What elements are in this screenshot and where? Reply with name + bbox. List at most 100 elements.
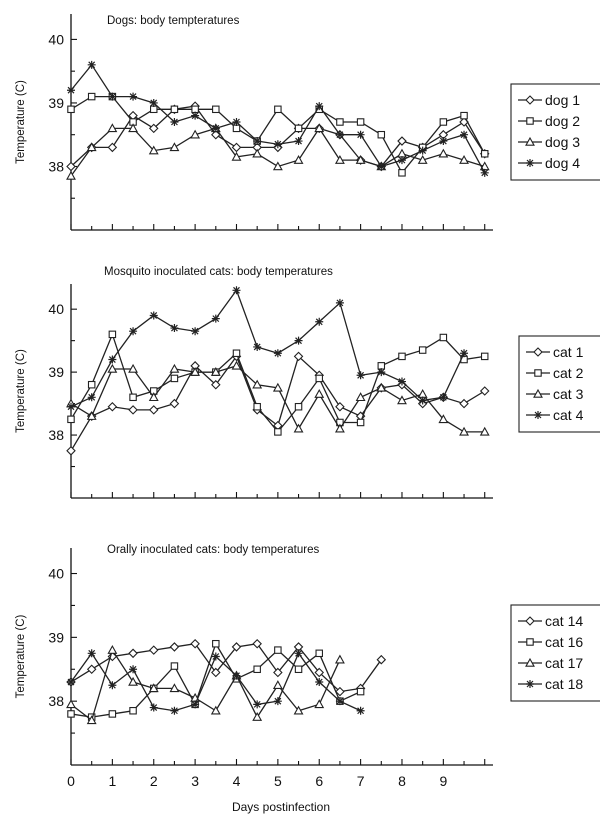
data-point bbox=[86, 411, 97, 420]
data-point bbox=[439, 393, 448, 402]
data-point bbox=[211, 314, 220, 323]
data-point bbox=[108, 355, 117, 364]
y-tick-label: 39 bbox=[48, 364, 64, 380]
data-point bbox=[148, 683, 159, 693]
data-point bbox=[460, 111, 468, 120]
x-tick-label: 1 bbox=[108, 773, 116, 789]
data-point bbox=[169, 642, 180, 652]
data-point bbox=[315, 678, 324, 687]
data-point bbox=[273, 349, 282, 358]
legend-label: cat 16 bbox=[545, 634, 583, 650]
data-point bbox=[66, 161, 76, 172]
legend-label: cat 18 bbox=[545, 676, 583, 692]
data-point bbox=[252, 148, 263, 158]
data-point bbox=[293, 351, 304, 362]
data-point bbox=[148, 145, 159, 155]
data-point bbox=[212, 639, 220, 648]
data-point bbox=[294, 402, 303, 411]
data-point bbox=[273, 140, 282, 149]
y-tick-label: 38 bbox=[48, 158, 64, 174]
data-point bbox=[191, 700, 200, 709]
data-point bbox=[170, 662, 179, 670]
legend-label: cat 4 bbox=[553, 407, 584, 423]
data-point bbox=[129, 393, 137, 402]
chart-title: Mosquito inoculated cats: body temperatu… bbox=[104, 266, 333, 278]
data-point bbox=[87, 393, 96, 402]
panel-3: 38 39 40 Orally inoculated cats: body tempe… bbox=[15, 544, 600, 766]
data-point bbox=[66, 446, 76, 456]
data-point bbox=[334, 423, 345, 433]
data-point bbox=[335, 130, 344, 139]
data-point bbox=[274, 105, 282, 114]
data-point bbox=[107, 142, 118, 153]
data-point bbox=[294, 124, 303, 133]
data-point bbox=[87, 380, 96, 389]
data-point bbox=[86, 142, 97, 152]
data-point bbox=[439, 137, 448, 146]
data-point bbox=[335, 401, 345, 412]
data-point bbox=[170, 118, 179, 126]
data-point bbox=[87, 649, 96, 658]
series-cat-3 bbox=[66, 360, 490, 436]
data-point bbox=[149, 311, 158, 320]
data-point bbox=[86, 715, 97, 725]
y-tick-label: 39 bbox=[48, 629, 64, 645]
panel-1: 38 39 40 Dogs: body tempteratures Temperatur… bbox=[15, 14, 600, 231]
data-point bbox=[211, 379, 221, 390]
data-point bbox=[336, 118, 344, 126]
data-point bbox=[417, 154, 428, 164]
data-point bbox=[397, 156, 406, 165]
series-line bbox=[70, 643, 382, 693]
data-point bbox=[397, 148, 407, 158]
data-point bbox=[211, 667, 221, 678]
data-point bbox=[274, 646, 282, 654]
data-point bbox=[128, 363, 138, 373]
x-tick-label: 7 bbox=[357, 773, 365, 789]
panel-2: 38 39 40 Mosquito inoculated cats: body tem… bbox=[15, 266, 600, 499]
data-point bbox=[211, 652, 220, 661]
data-point bbox=[231, 151, 242, 161]
data-point bbox=[314, 389, 325, 398]
series-dog-2 bbox=[67, 92, 489, 177]
legend-marker bbox=[526, 117, 534, 125]
data-point bbox=[480, 168, 489, 177]
data-point bbox=[335, 298, 344, 307]
data-point bbox=[355, 154, 366, 164]
data-point bbox=[335, 686, 345, 697]
x-axis-label: Days postinfection bbox=[232, 800, 330, 814]
data-point bbox=[66, 699, 76, 709]
data-point bbox=[315, 317, 324, 326]
data-point bbox=[210, 366, 221, 376]
data-point bbox=[397, 136, 407, 146]
legend-marker bbox=[534, 369, 542, 377]
data-point bbox=[190, 366, 201, 376]
data-point bbox=[356, 118, 365, 126]
data-point bbox=[252, 711, 263, 721]
legend-label: cat 2 bbox=[553, 365, 584, 381]
data-point bbox=[191, 111, 200, 120]
data-point bbox=[356, 130, 365, 139]
data-point bbox=[356, 371, 365, 380]
legend: dog 1 dog 2 dog 3 dog 4 bbox=[510, 83, 600, 181]
data-point bbox=[232, 124, 241, 133]
data-point bbox=[294, 137, 303, 146]
data-point bbox=[129, 706, 137, 715]
data-point bbox=[315, 374, 323, 383]
y-axis-label: Temperature (C) bbox=[15, 349, 27, 433]
x-tick-label: 8 bbox=[398, 773, 406, 789]
legend-marker bbox=[526, 680, 534, 688]
data-point bbox=[107, 644, 118, 654]
data-point bbox=[148, 645, 159, 655]
data-point bbox=[294, 665, 303, 674]
data-point bbox=[253, 665, 261, 674]
data-point bbox=[66, 170, 76, 180]
legend: cat 14 cat 16 cat 17 cat 18 bbox=[510, 604, 600, 702]
data-point bbox=[212, 105, 220, 114]
data-point bbox=[128, 648, 138, 659]
x-tick-label: 4 bbox=[233, 773, 241, 789]
x-tick-label: 0 bbox=[67, 773, 75, 789]
legend-marker bbox=[525, 95, 535, 105]
data-point bbox=[294, 649, 303, 658]
data-point bbox=[232, 118, 241, 126]
